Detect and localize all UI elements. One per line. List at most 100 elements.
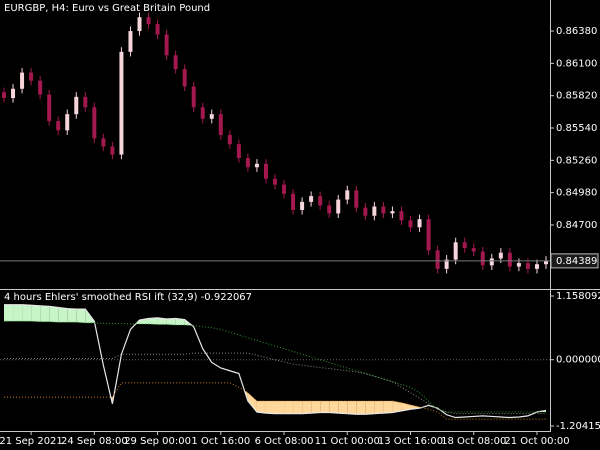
current-price-box [550,253,599,269]
chart-title: EURGBP, H4: Euro vs Great Britain Pound [4,3,210,14]
candle-body [498,252,503,259]
x-tick-label: 29 Sep 00:00 [124,436,191,447]
series-line [4,304,547,419]
candle-body [399,211,404,221]
candle-body [74,96,79,115]
x-tick-label: 1 Oct 16:00 [191,436,250,447]
candle-body [20,72,25,89]
candle-body [47,94,52,122]
candle-body [38,80,43,95]
candle-body [110,146,115,155]
fill-zone [311,401,321,414]
y-tick-label: 1.158092 [556,291,600,302]
y-tick-label: 0.85260 [556,155,597,166]
candle-body [227,134,232,145]
fill-zone [22,304,32,322]
candle-body [309,196,314,202]
y-tick-label: 0.86100 [556,58,597,69]
candle-body [372,206,377,216]
candle-body [462,242,467,249]
candle-body [471,248,476,252]
candle-body [119,51,124,155]
fill-zone [284,401,294,414]
y-tick-label: 0.84700 [556,220,597,231]
x-tick-label: 13 Oct 16:00 [378,436,443,447]
candle-body [128,31,133,52]
candle-body [155,24,160,35]
candle-body [336,199,341,214]
fill-zone [320,401,330,413]
candle-body [417,219,422,228]
series-line [4,382,546,420]
candle-body [453,242,458,260]
candle-body [544,260,548,265]
fill-zone [166,318,176,326]
candle-body [435,250,440,269]
candle-body [363,207,368,216]
indicator-name: 4 hours Ehlers' smoothed RSI ift (32,9) [4,292,198,303]
candle-body [480,251,485,266]
fill-zone [58,307,68,323]
fill-zone [365,401,375,415]
candle-body [354,190,359,208]
fill-zone [265,401,275,414]
candle-body [318,196,323,206]
fill-zone [4,304,14,322]
fill-zone [383,401,393,414]
y-tick-label: 0.85820 [556,91,597,102]
fill-zone [13,304,23,322]
candle-body [182,69,187,87]
candle-body [381,206,386,214]
x-tick-label: 18 Oct 08:00 [441,436,506,447]
x-tick-label: 24 Sep 08:00 [61,436,128,447]
indicator-value: -0.922067 [201,292,252,303]
candle-body [300,201,305,210]
x-tick-label: 21 Sep 2021 [0,436,63,447]
series-line [4,352,546,415]
candle-body [200,107,205,119]
fill-zone [401,402,411,411]
candle-body [444,259,449,269]
fill-zone [256,401,266,414]
candle-body [327,205,332,214]
fill-zone [76,309,86,323]
fill-zone [293,401,303,414]
candle-body [173,55,178,70]
candle-body [92,107,97,139]
fill-zone [148,317,158,325]
candle-body [146,17,151,25]
candle-body [408,220,413,228]
y-tick-label: -1.204157 [556,421,600,432]
candle-body [507,252,512,267]
current-price-label: 0.84389 [556,256,597,267]
indicator-title: 4 hours Ehlers' smoothed RSI ift (32,9) … [4,292,252,303]
y-tick-label: 0.86380 [556,26,597,37]
x-tick-label: 21 Oct 00:00 [504,436,569,447]
candle-body [525,263,530,269]
candle-body [291,193,296,210]
fill-zone [275,401,285,414]
fill-zone [356,401,366,415]
candle-body [245,158,250,168]
y-tick-label: 0.000000 [556,355,600,366]
fill-zone [347,401,357,415]
x-tick-label: 6 Oct 08:00 [255,436,314,447]
fill-zone [49,306,59,323]
candle-body [390,211,395,214]
candle-body [345,190,350,200]
candle-body [489,258,494,266]
candle-body [263,163,268,179]
candle-body [11,88,16,99]
candle-body [426,219,431,251]
candle-body [516,263,521,267]
y-tick-label: 0.84980 [556,188,597,199]
fill-zone [157,317,167,325]
candle-body [218,114,223,135]
fill-zone [392,401,402,413]
fill-zone [67,308,77,323]
candle-body [101,138,106,147]
fill-zone [31,305,41,322]
